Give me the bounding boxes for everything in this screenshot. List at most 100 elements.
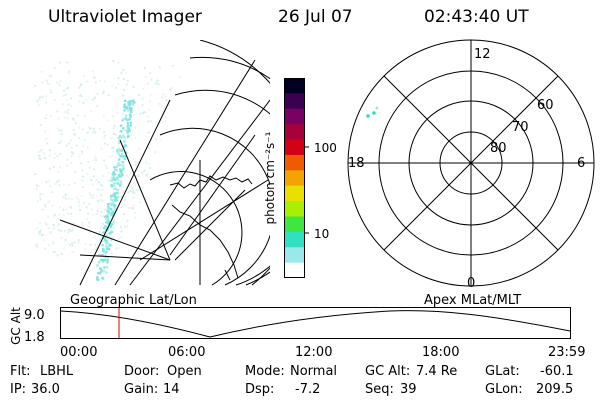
status-gain-value: 14 [163,382,180,397]
aurora-speck [172,64,175,67]
aurora-speck [102,90,105,93]
aurora-speck [51,204,54,207]
aurora-speck [62,89,66,92]
aurora-speck [105,265,109,269]
aurora-speck [47,180,50,183]
aurora-speck [88,127,92,130]
aurora-speck [85,99,88,102]
polar-mlat-mlt-plot [347,39,595,287]
aurora-speck [47,216,50,219]
aurora-speck [128,113,132,116]
aurora-speck [103,258,107,262]
aurora-speck [36,227,39,230]
aurora-speck [44,222,47,225]
aurora-speck [52,165,55,169]
aurora-speck [88,225,91,228]
aurora-speck [117,161,120,165]
aurora-speck [122,164,125,167]
aurora-speck [51,191,54,194]
aurora-speck [158,102,161,105]
aurora-speck [94,131,97,134]
aurora-speck [97,200,100,203]
aurora-speck [133,113,136,117]
aurora-speck [124,71,127,74]
colorbar-band [284,124,305,141]
aurora-speck [129,115,132,118]
status-gcalt-value: 7.4 Re [416,364,458,379]
aurora-speck [38,157,41,160]
aurora-speck [121,160,125,164]
aurora-speck [36,246,39,249]
aurora-speck [123,204,126,207]
aurora-speck [125,174,128,177]
aurora-speck [66,109,69,112]
aurora-speck [88,202,91,205]
aurora-speck [92,175,95,178]
aurora-speck [52,242,55,245]
aurora-speck [146,120,150,123]
aurora-speck [63,193,66,197]
aurora-speck [100,194,103,197]
aurora-speck [34,173,37,176]
aurora-speck [39,95,42,98]
aurora-speck [104,164,107,167]
aurora-speck [137,170,140,173]
aurora-speck [77,241,80,244]
aurora-speck [64,93,67,96]
aurora-speck [89,194,92,197]
mlt-label-6: 6 [577,156,586,171]
aurora-speck [67,183,70,187]
aurora-speck [41,96,44,99]
aurora-speck [133,101,136,104]
aurora-speck [38,222,42,225]
aurora-speck [119,124,123,127]
aurora-speck [41,208,44,211]
aurora-speck [66,61,69,64]
aurora-speck [62,196,65,199]
aurora-speck [137,93,141,97]
aurora-speck [44,205,47,208]
aurora-speck [39,198,42,201]
aurora-speck [122,94,125,97]
aurora-speck [58,213,61,216]
aurora-speck [70,212,73,215]
aurora-speck [146,82,150,85]
aurora-speck [139,112,142,115]
aurora-speck [121,173,124,177]
aurora-speck [102,269,105,273]
status-ip-label: IP: [10,382,27,397]
aurora-speck [144,161,147,164]
aurora-speck [77,239,80,242]
aurora-speck [99,227,102,230]
aurora-speck [168,104,171,107]
aurora-speck [129,108,133,112]
aurora-speck [121,112,124,116]
aurora-speck [123,198,127,201]
aurora-speck [106,119,109,122]
aurora-speck [106,143,109,147]
aurora-speck [147,131,150,134]
aurora-speck [113,192,116,195]
aurora-speck [79,209,82,212]
aurora-speck [70,146,73,149]
aurora-speck [58,206,62,209]
aurora-speck [79,162,82,165]
aurora-speck [94,81,97,84]
aurora-speck [138,189,141,192]
aurora-speck [117,61,120,64]
status-mode-value: Normal [290,364,338,379]
aurora-speck [138,201,142,204]
mlt-label-0: 0 [467,276,476,291]
aurora-speck [49,185,52,188]
aurora-speck [103,208,107,211]
aurora-speck [123,144,127,147]
status-seq-label: Seq: [365,382,394,397]
aurora-speck [147,162,150,165]
aurora-speck [127,108,131,111]
aurora-speck [111,201,115,204]
aurora-speck [99,267,103,270]
aurora-speck [111,146,114,149]
aurora-speck [76,114,80,117]
aurora-speck [48,149,51,152]
